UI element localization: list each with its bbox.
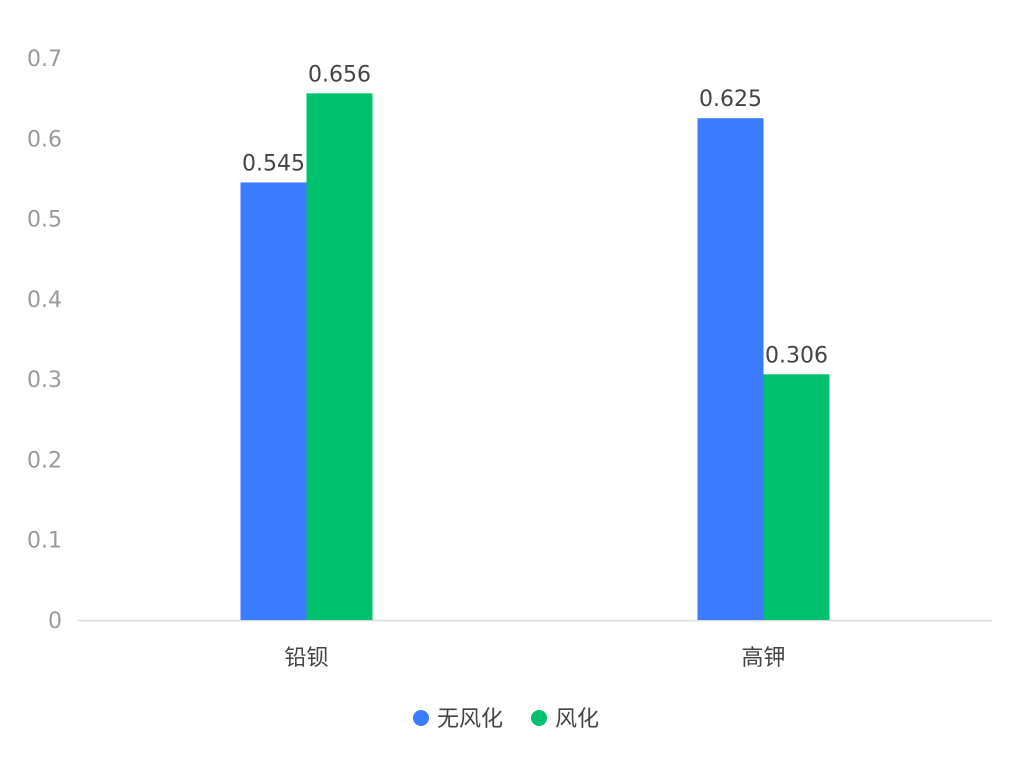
y-tick-label: 0 [48, 609, 62, 634]
y-tick-label: 0.4 [27, 288, 62, 313]
x-tick-label: 铅钡 [284, 646, 328, 671]
bar-weathered-1[interactable] [763, 374, 830, 620]
legend-marker-icon [531, 710, 547, 726]
x-tick-label: 高钾 [741, 646, 785, 671]
y-tick-label: 0.3 [27, 368, 62, 393]
bar-weathered-0[interactable] [306, 93, 373, 621]
bars [240, 93, 830, 621]
x-axis-ticks: 铅钡 高钾 [284, 646, 785, 671]
bar-unweathered-0[interactable] [240, 182, 307, 620]
data-label: 0.545 [242, 151, 305, 176]
data-label: 0.625 [699, 87, 762, 112]
data-label: 0.306 [765, 343, 828, 368]
y-tick-label: 0.1 [27, 529, 62, 554]
y-tick-label: 0.6 [27, 127, 62, 152]
legend-label: 无风化 [437, 707, 503, 732]
data-labels: 0.545 0.656 0.625 0.306 [242, 62, 828, 368]
legend-item-weathered[interactable]: 风化 [531, 707, 599, 732]
legend-item-unweathered[interactable]: 无风化 [413, 707, 503, 732]
bar-unweathered-1[interactable] [697, 118, 764, 620]
y-tick-label: 0.5 [27, 208, 62, 233]
y-tick-label: 0.7 [27, 47, 62, 72]
y-tick-label: 0.2 [27, 448, 62, 473]
data-label: 0.656 [308, 62, 371, 87]
legend-label: 风化 [555, 707, 599, 732]
y-axis-ticks: 0 0.1 0.2 0.3 0.4 0.5 0.6 0.7 [27, 47, 62, 634]
legend[interactable]: 无风化 风化 [413, 707, 599, 732]
legend-marker-icon [413, 710, 429, 726]
